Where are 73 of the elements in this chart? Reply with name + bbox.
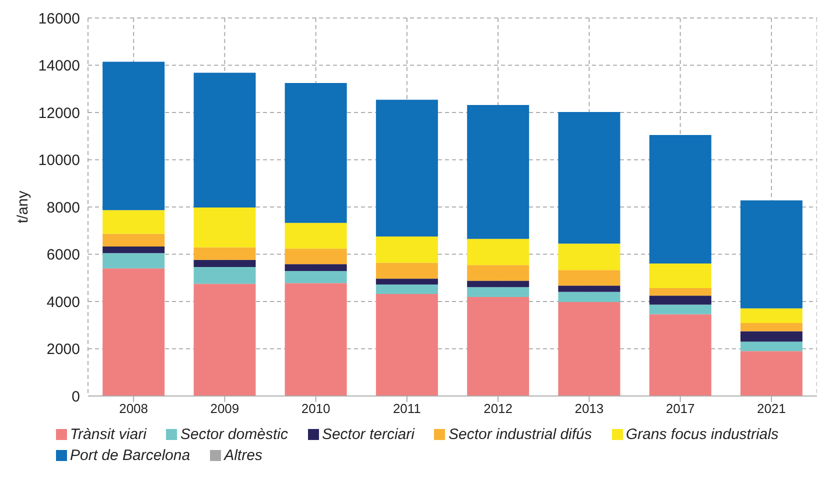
bar [376,284,438,294]
y-tick-label: 16000 [38,10,80,28]
legend-label: Port de Barcelona [70,447,190,464]
bar [284,271,347,284]
bar [102,246,165,254]
bar [467,238,530,266]
bar [284,283,347,396]
x-tick-label: 2013 [574,401,604,416]
bar [194,260,256,268]
y-tick-label: 2000 [46,341,80,358]
bar [376,262,438,279]
bar [558,292,620,302]
y-tick-label: 12000 [38,104,80,122]
bar [740,331,802,342]
bar [558,302,620,396]
bar [467,287,530,298]
bar [649,314,712,396]
x-tick-label: 2012 [484,401,513,416]
bar [467,265,530,281]
legend-label: Sector industrial difús [448,426,592,443]
x-tick-label: 2008 [119,401,148,416]
y-tick-label: 0 [72,388,80,406]
bar [194,284,256,396]
x-tick-label: 2010 [301,401,330,416]
bar [467,104,530,239]
bar [102,268,165,396]
legend-label: Trànsit viari [70,426,146,443]
bar [102,253,165,268]
bar [102,210,165,234]
y-tick-label: 14000 [38,58,80,75]
bar [740,200,802,308]
legend-label: Grans focus industrials [626,426,778,443]
bar [740,323,802,332]
bar [740,342,802,352]
y-tick-label: 10000 [38,152,80,170]
bar [467,280,530,288]
bar [740,351,802,396]
bar [102,62,165,210]
bar [649,263,712,288]
legend-label: Sector domèstic [180,426,288,443]
bar [284,82,347,223]
x-tick-label: 2017 [666,401,695,416]
legend-label: Altres [224,447,262,464]
bar [649,296,712,305]
bar [558,270,620,286]
y-tick-label: 8000 [46,199,80,216]
bar [284,248,347,264]
legend-label: Sector terciari [322,426,414,443]
bar [376,100,438,237]
x-tick-label: 2011 [392,401,421,416]
bar [194,267,256,284]
bar [649,304,712,314]
bar [558,286,620,292]
bar [194,247,256,260]
y-tick-label: 4000 [46,294,80,311]
bar [194,207,256,248]
bar [376,236,438,263]
bar [284,264,347,272]
bar [102,234,165,246]
y-tick-label: 6000 [46,246,80,264]
bar [284,222,347,249]
bar [194,72,256,208]
y-axis-title: t/any [14,190,32,224]
x-tick-label: 2021 [756,401,786,416]
bar [376,278,438,284]
bar [558,244,620,270]
bar [376,294,438,396]
bar [467,297,530,396]
x-tick-label: 2009 [210,401,240,416]
bar [558,112,620,244]
bar [649,134,712,264]
bar [740,308,802,323]
bar [649,288,712,296]
